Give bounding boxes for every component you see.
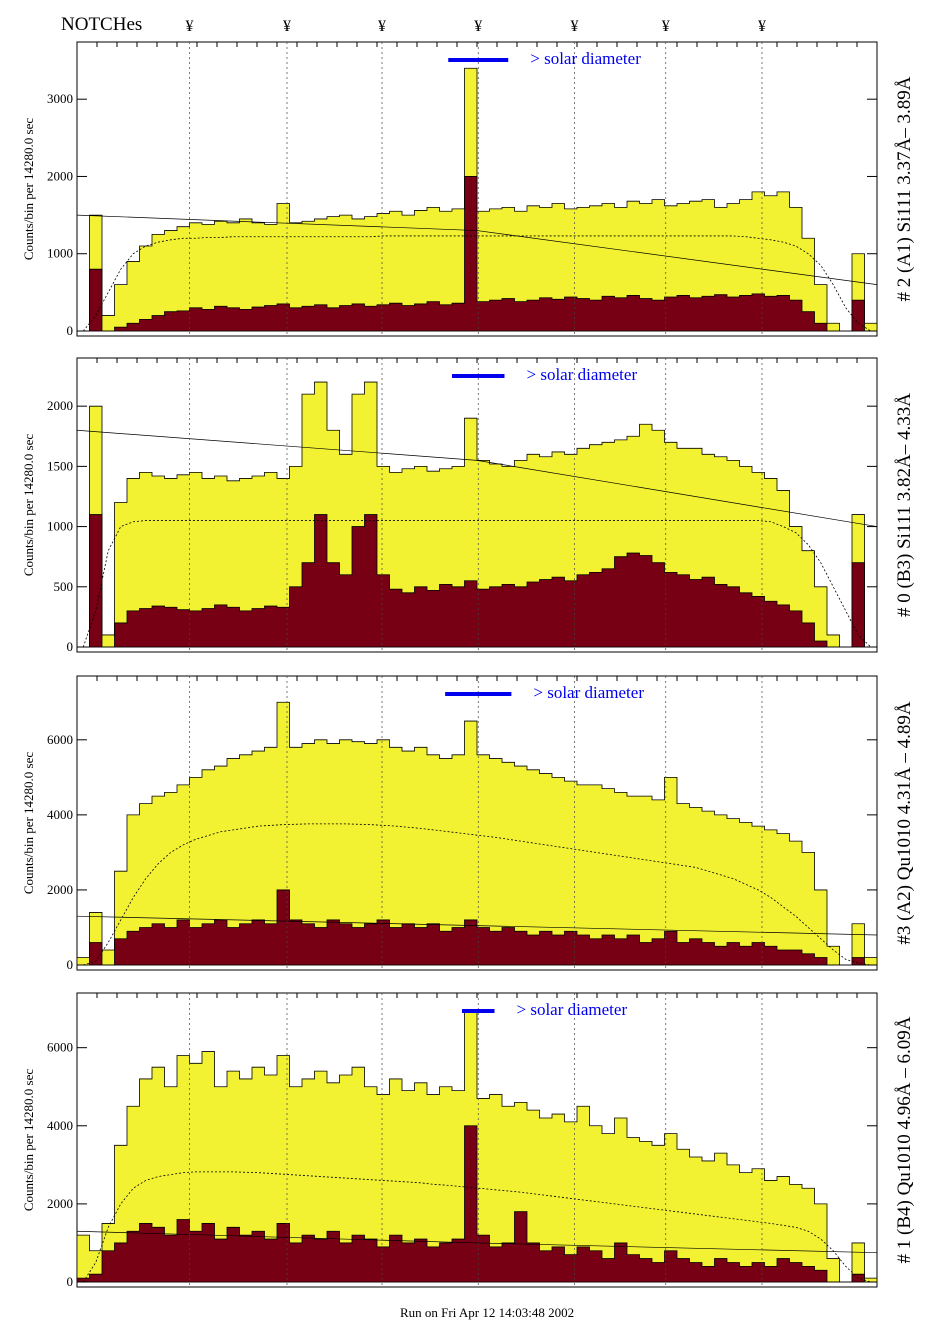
solar-diameter-label: > solar diameter [530, 49, 641, 68]
y-tick-label: 4000 [47, 1118, 73, 1133]
background-fit-line [76, 915, 878, 936]
y-tick-label: 1000 [47, 246, 73, 261]
panel-title: # 2 (A1) Si111 3.37Å– 3.89Å [894, 76, 915, 301]
second-order-histogram [77, 176, 877, 332]
y-tick-label: 2000 [47, 168, 73, 183]
notches-label: NOTCHes [61, 14, 143, 35]
notch-marker: ¥ [571, 18, 579, 35]
y-tick-label: 0 [67, 323, 74, 338]
y-tick-label: 4000 [47, 807, 73, 822]
solar-diameter-bar [448, 58, 509, 62]
second-order-histogram [76, 1125, 877, 1283]
notch-marker: ¥ [186, 18, 194, 35]
y-axis-label: Counts/bin per 14280.0 sec [21, 434, 36, 576]
model-curve [83, 823, 871, 966]
notch-marker: ¥ [283, 18, 291, 35]
y-tick-label: 3000 [47, 91, 73, 106]
run-timestamp: Run on Fri Apr 12 14:03:48 2002 [400, 1305, 575, 1320]
solar-diameter-label: > solar diameter [517, 1000, 628, 1019]
y-tick-label: 0 [67, 1274, 74, 1289]
background-fit-line [76, 429, 878, 527]
solar-diameter-label: > solar diameter [527, 365, 638, 384]
y-tick-label: 1500 [47, 458, 73, 473]
y-tick-label: 6000 [47, 1040, 73, 1055]
notch-marker: ¥ [474, 18, 482, 35]
second-order-histogram [77, 514, 877, 648]
panel-title: #3 (A2) Qu1010 4.31Å – 4.89Å [894, 701, 915, 945]
solar-diameter-label: > solar diameter [533, 683, 644, 702]
y-axis-label: Counts/bin per 14280.0 sec [21, 752, 36, 894]
y-tick-label: 2000 [47, 1196, 73, 1211]
panel-3: 0 2000 4000 6000 Counts/bin per 14280.0 sec #… [21, 992, 915, 1289]
solar-diameter-bar [445, 692, 512, 696]
panel-title: # 1 (B4) Qu1010 4.96Å – 6.09Å [894, 1016, 915, 1263]
notch-marker: ¥ [662, 18, 670, 35]
panel-1: 0 500 1000 1500 2000 Counts/bin per 14280.0 s… [21, 357, 915, 654]
solar-diameter-bar [462, 1009, 495, 1013]
y-tick-label: 0 [67, 957, 74, 972]
panel-2: 0 2000 4000 6000 Counts/bin per 14280.0 sec #… [21, 675, 915, 972]
notch-marker: ¥ [758, 18, 766, 35]
y-tick-label: 2000 [47, 882, 73, 897]
background-fit-line [76, 1230, 878, 1254]
y-tick-label: 0 [67, 639, 74, 654]
y-axis-label: Counts/bin per 14280.0 sec [21, 1069, 36, 1211]
model-curve [82, 235, 871, 332]
background-fit-line [76, 214, 878, 285]
y-axis-label: Counts/bin per 14280.0 sec [21, 118, 36, 260]
y-tick-label: 500 [54, 579, 74, 594]
model-curve [82, 520, 872, 648]
y-tick-label: 6000 [47, 732, 73, 747]
y-tick-label: 1000 [47, 519, 73, 534]
panel-title: # 0 (B3) Si111 3.82Å– 4.33Å [894, 393, 915, 617]
panel-0: 0 1000 2000 3000 Counts/bin per 14280.0 sec #… [21, 41, 915, 338]
second-order-histogram [77, 889, 877, 966]
y-tick-label: 2000 [47, 398, 73, 413]
notch-marker: ¥ [378, 18, 386, 35]
solar-diameter-bar [452, 374, 505, 378]
